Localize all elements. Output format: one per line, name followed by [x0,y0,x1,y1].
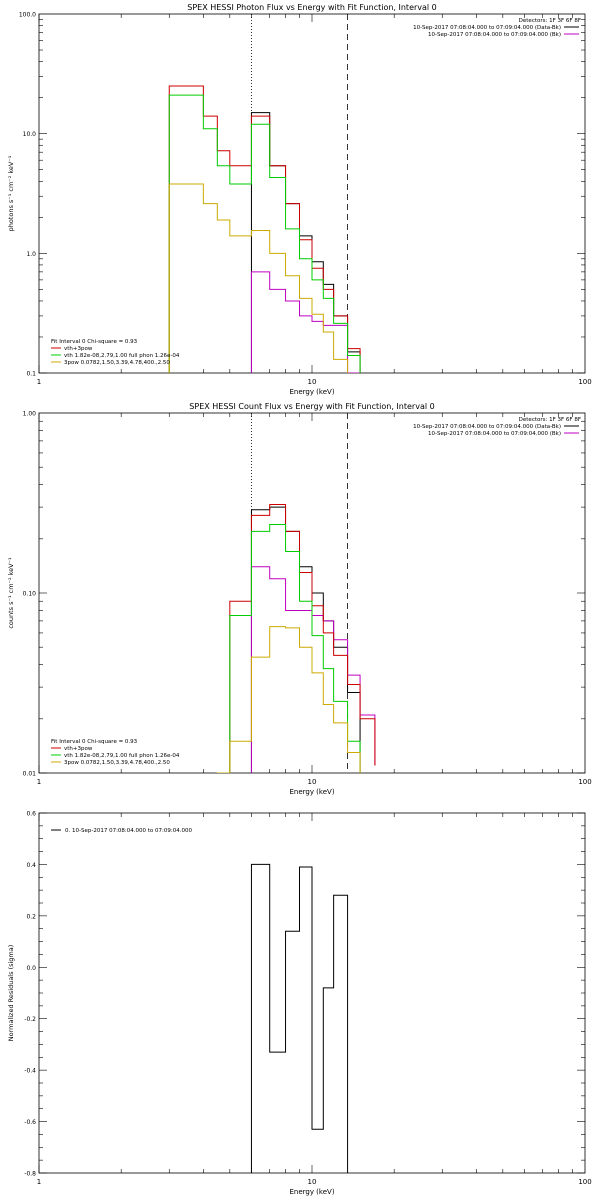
legend-label: vth+3pow [64,746,93,752]
y-axis-label: photons s⁻¹ cm⁻² keV⁻¹ [7,155,15,231]
y-tick-label: 0.2 [26,913,36,920]
series-vth [216,524,361,773]
legend-bottom: Fit Interval 0 Chi-square = 0.93vth+3pow… [51,339,180,366]
legend-label: 10-Sep-2017 07:08:04.000 to 07:09:04.000… [428,32,561,38]
plot-area [216,413,376,773]
legend-header: Detectors: 1F 3F 6F 8F [519,417,581,423]
x-axis-label: Energy (keV) [289,788,334,796]
x-tick-label: 10 [308,778,317,786]
plot-area [250,863,349,1173]
series-data-bk [250,506,361,773]
y-tick-label: 0.0 [26,965,36,972]
legend-label: 10-Sep-2017 07:08:04.000 to 07:09:04.000… [413,25,561,31]
y-tick-label: 0.4 [26,862,36,869]
y-tick-label: 0.1 [26,371,36,378]
x-tick-label: 100 [578,778,591,786]
plot-area [168,14,361,373]
x-tick-label: 1 [37,378,41,386]
x-tick-label: 10 [308,378,317,386]
legend-label: 3pow 0.0782,1.50,3.39,4.78,400.,2.50 [64,360,170,366]
x-tick-label: 10 [308,1178,317,1186]
y-tick-label: 10.0 [23,131,37,138]
x-axis-label: Energy (keV) [289,1188,334,1196]
y-tick-label: -0.8 [24,1171,36,1178]
x-tick-label: 100 [578,1178,591,1186]
legend-label: vth 1.82e-08,2.79,1.00 full phon 1.26e-0… [64,353,180,359]
y-tick-label: -0.4 [24,1068,36,1075]
chart-panel-3: 1 10 100 Energy (keV) -0.8 -0.6 -0.4 -0.2 0.0 0.2… [7,811,592,1197]
chart-title: SPEX HESSI Count Flux vs Energy with Fit… [189,402,434,411]
legend-header: Fit Interval 0 Chi-square = 0.93 [51,739,138,745]
y-axis-label: Normalized Residuals (sigma) [7,945,15,1042]
y-tick-label: 0.6 [26,811,36,818]
y-tick-label: 0.10 [23,591,37,598]
series-vth-3pow [216,504,376,773]
chart-panel-2: SPEX HESSI Count Flux vs Energy with Fit… [7,402,592,796]
y-tick-label: -0.6 [24,1119,36,1126]
legend-label: vth 1.82e-08,2.79,1.00 full phon 1.26e-0… [64,753,180,759]
series-0-10-sep-2017-07-08-04-000-to-07-09-04-000 [250,863,349,1173]
x-tick-label: 100 [578,378,591,386]
y-tick-label: 100.0 [19,12,36,19]
series-bk [250,566,376,773]
series-data-bk [250,112,361,373]
y-tick-label: 1.00 [23,411,37,418]
x-tick-label: 1 [37,778,41,786]
x-tick-label: 1 [37,1178,41,1186]
legend-label: 10-Sep-2017 07:08:04.000 to 07:09:04.000… [428,431,561,437]
legend-label: vth+3pow [64,346,93,352]
legend-label: 0. 10-Sep-2017 07:08:04.000 to 07:09:04.… [65,828,192,834]
series-vth [168,94,361,373]
legend-bottom: Fit Interval 0 Chi-square = 0.93vth+3pow… [51,739,180,766]
y-axis-label: counts s⁻¹ cm⁻² keV⁻¹ [7,557,15,629]
chart-title: SPEX HESSI Photon Flux vs Energy with Fi… [187,3,437,12]
series-3pow [168,183,349,373]
chart-panel-1: SPEX HESSI Photon Flux vs Energy with Fi… [7,3,592,396]
series-3pow [216,626,361,773]
legend: 0. 10-Sep-2017 07:08:04.000 to 07:09:04.… [51,828,192,834]
y-tick-label: 1.0 [26,251,36,258]
legend-label: 10-Sep-2017 07:08:04.000 to 07:09:04.000… [413,424,561,430]
y-tick-label: 0.01 [23,771,37,778]
legend-label: 3pow 0.0782,1.50,3.39,4.78,400.,2.50 [64,760,170,766]
x-axis-label: Energy (keV) [289,388,334,396]
legend-header: Fit Interval 0 Chi-square = 0.93 [51,339,138,345]
y-tick-label: -0.2 [24,1016,36,1023]
legend-header: Detectors: 1F 3F 6F 8F [519,18,581,24]
